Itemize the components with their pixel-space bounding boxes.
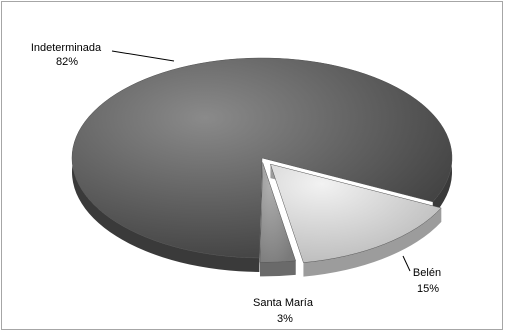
leader-line-belen [402,255,411,272]
label-indeterminada-value: 82% [56,56,78,68]
slice-side-santa-maria [259,260,296,277]
pie-slice-santa-maria [259,162,296,263]
label-belen-name: Belén [413,267,441,279]
label-belen-value: 15% [417,283,439,295]
label-santa-maria-value: 3% [277,313,293,325]
label-indeterminada-name: Indeterminada [31,42,102,54]
leader-line-indeterminada [111,50,175,62]
label-santa-maria-name: Santa María [253,297,314,309]
pie-slice-indeterminada [71,57,453,259]
pie-slice-belen [270,163,442,263]
slice-side-belen [303,207,442,277]
